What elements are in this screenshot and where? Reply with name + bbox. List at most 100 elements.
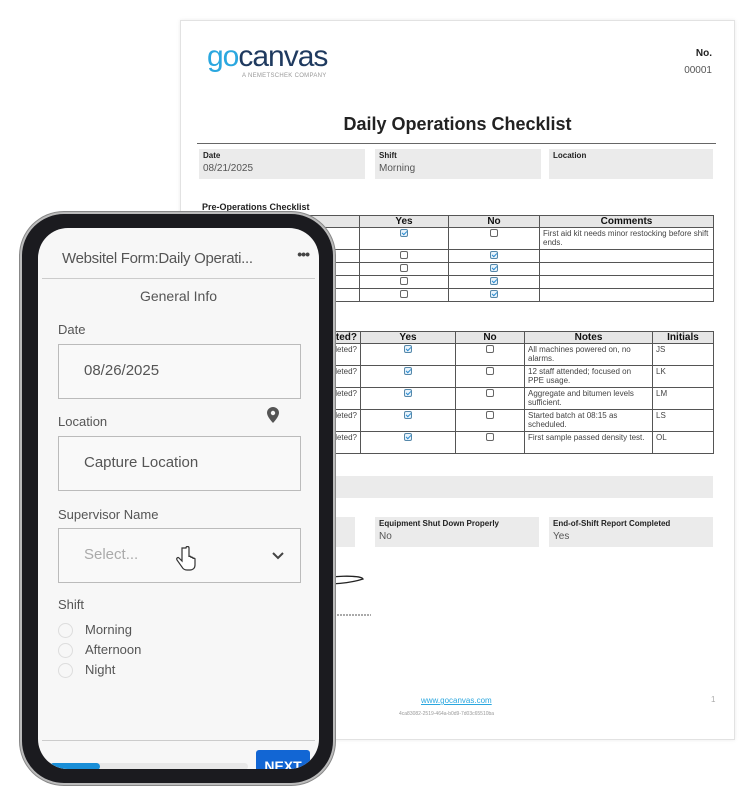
section-title: General Info [139, 288, 218, 304]
end-shift-report-field: End-of-Shift Report Completed Yes [549, 517, 713, 547]
yes-cell [359, 275, 449, 289]
yes-cell [359, 262, 449, 276]
no-cell [448, 275, 540, 289]
field-value: 08/21/2025 [203, 163, 254, 174]
yes-cell [359, 227, 449, 250]
no-checkbox [486, 389, 494, 397]
no-checkbox [486, 433, 494, 441]
date-field: Date 08/21/2025 [199, 149, 365, 179]
radio-afternoon[interactable] [58, 643, 73, 658]
pre-ops-title: Pre-Operations Checklist [202, 202, 310, 212]
yes-checkbox [404, 367, 412, 375]
next-button[interactable]: NEXT [256, 750, 310, 769]
footer-link[interactable]: www.gocanvas.com [421, 696, 492, 705]
no-checkbox [490, 290, 498, 298]
yes-checkbox [404, 345, 412, 353]
field-value: Yes [553, 531, 570, 542]
hand-cursor-icon [176, 546, 196, 571]
select-placeholder: Select... [84, 546, 139, 563]
page-number: 1 [711, 695, 716, 704]
equipment-shutdown-field: Equipment Shut Down Properly No [375, 517, 539, 547]
col-notes: Notes [524, 331, 653, 344]
col-initials: Initials [652, 331, 714, 344]
col-comments: Comments [539, 215, 714, 228]
logo-canvas: canvas [238, 40, 328, 73]
yes-checkbox [400, 229, 408, 237]
comment-cell: First aid kit needs minor restocking bef… [539, 227, 714, 250]
yes-checkbox [400, 264, 408, 272]
no-checkbox [490, 229, 498, 237]
yes-cell [359, 249, 449, 263]
yes-checkbox [404, 389, 412, 397]
initials-cell: LS [652, 409, 714, 432]
phone-mockup: Websitel Form:Daily Operati... ••• Gener… [20, 212, 335, 785]
comment-cell [539, 275, 714, 289]
yes-checkbox [400, 251, 408, 259]
initials-cell: OL [652, 431, 714, 454]
gocanvas-logo: gocanvas [207, 40, 328, 73]
no-checkbox [486, 411, 494, 419]
supervisor-select[interactable]: Select... [58, 528, 301, 583]
date-input[interactable]: 08/26/2025 [58, 344, 301, 399]
no-checkbox [490, 264, 498, 272]
note-cell: Aggregate and bitumen levels sufficient. [524, 387, 653, 410]
ellipsis-icon[interactable]: ••• [297, 246, 310, 262]
title-divider [197, 143, 716, 144]
yes-checkbox [400, 290, 408, 298]
yes-cell [360, 387, 456, 410]
location-label: Location [58, 414, 108, 429]
field-label: Equipment Shut Down Properly [379, 519, 500, 528]
initials-cell: LK [652, 365, 714, 388]
radio-morning[interactable] [58, 623, 73, 638]
progress-bar [50, 763, 248, 769]
no-cell [448, 262, 540, 276]
no-checkbox [486, 367, 494, 375]
footer-hash: 4ca83082-2519-464a-b0d9-7d03c65510ba [399, 711, 495, 717]
yes-checkbox [400, 277, 408, 285]
yes-cell [359, 288, 449, 302]
comment-cell [539, 249, 714, 263]
radio-label: Morning [85, 622, 132, 637]
radio-label: Afternoon [85, 642, 142, 657]
map-pin-icon[interactable] [267, 407, 279, 423]
field-label: Date [203, 151, 221, 160]
date-label: Date [58, 322, 86, 337]
no-cell [455, 343, 525, 366]
radio-night[interactable] [58, 663, 73, 678]
no-cell [455, 431, 525, 454]
initials-cell: LM [652, 387, 714, 410]
yes-checkbox [404, 433, 412, 441]
logo-tagline: A NEMETSCHEK COMPANY [242, 73, 327, 79]
chevron-down-icon[interactable] [272, 552, 284, 560]
field-value: No [379, 531, 392, 542]
yes-checkbox [404, 411, 412, 419]
location-input[interactable]: Capture Location [58, 436, 301, 491]
yes-cell [360, 409, 456, 432]
logo-go: go [207, 40, 239, 73]
footer-divider [42, 740, 315, 741]
header-divider [42, 278, 315, 279]
shift-label: Shift [58, 597, 85, 612]
no-checkbox [490, 251, 498, 259]
no-cell [448, 227, 540, 250]
comment-cell [539, 262, 714, 276]
number-label: No. [695, 48, 712, 59]
field-value: Morning [379, 163, 416, 174]
progress-fill [50, 763, 100, 769]
no-cell [448, 288, 540, 302]
no-checkbox [486, 345, 494, 353]
no-cell [455, 365, 525, 388]
field-label: End-of-Shift Report Completed [553, 519, 671, 528]
field-label: Location [553, 151, 587, 160]
comment-cell [539, 288, 714, 302]
col-yes: Yes [360, 331, 456, 344]
col-no: No [455, 331, 525, 344]
no-cell [455, 409, 525, 432]
note-cell: 12 staff attended; focused on PPE usage. [524, 365, 653, 388]
phone-screen: Websitel Form:Daily Operati... ••• Gener… [38, 228, 319, 769]
no-cell [455, 387, 525, 410]
yes-cell [360, 343, 456, 366]
yes-cell [360, 431, 456, 454]
note-cell: Started batch at 08:15 as scheduled. [524, 409, 653, 432]
supervisor-label: Supervisor Name [58, 507, 159, 522]
